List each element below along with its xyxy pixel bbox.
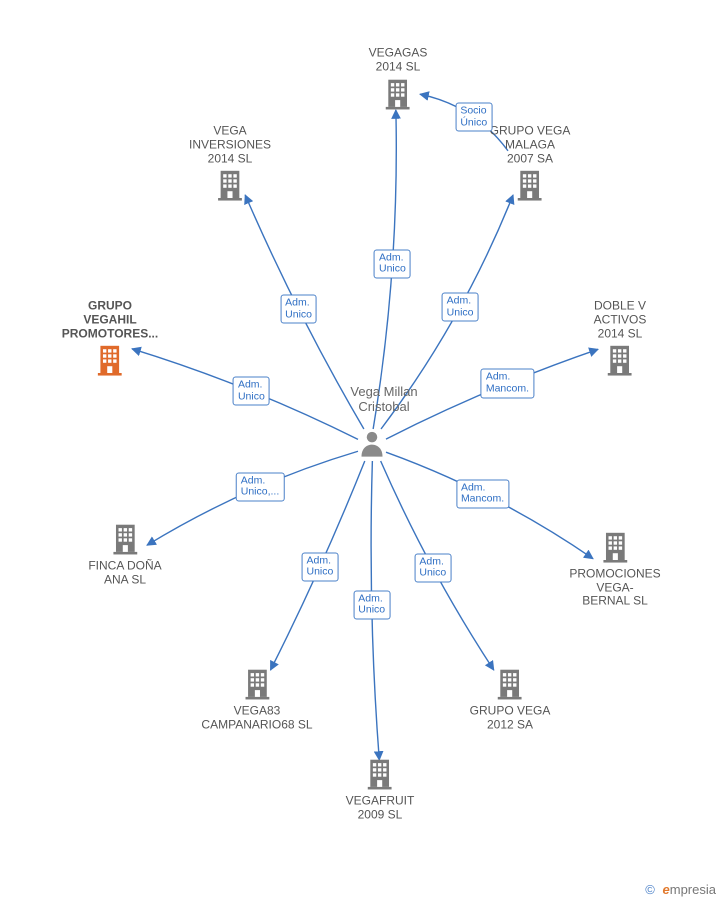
company-node[interactable]: PROMOCIONESVEGA-BERNAL SL bbox=[569, 529, 660, 610]
company-label: PROMOCIONESVEGA-BERNAL SL bbox=[569, 567, 660, 608]
company-node[interactable]: GRUPO VEGAMALAGA2007 SA bbox=[490, 124, 571, 205]
building-icon bbox=[108, 521, 142, 555]
building-icon bbox=[213, 168, 247, 202]
company-node[interactable]: FINCA DOÑAANA SL bbox=[88, 521, 161, 588]
edge-label: Adm. Mancom. bbox=[456, 479, 509, 508]
company-label: GRUPO VEGAMALAGA2007 SA bbox=[490, 124, 571, 165]
company-label: VEGA83CAMPANARIO68 SL bbox=[201, 704, 312, 732]
company-label: DOBLE VACTIVOS2014 SL bbox=[594, 299, 647, 340]
edge-label: Adm. Unico bbox=[280, 295, 317, 324]
building-icon bbox=[598, 529, 632, 563]
company-node[interactable]: VEGAINVERSIONES2014 SL bbox=[189, 124, 271, 205]
edge-label: Adm. Unico bbox=[414, 553, 451, 582]
building-icon bbox=[493, 666, 527, 700]
company-node[interactable]: DOBLE VACTIVOS2014 SL bbox=[594, 299, 647, 380]
edge-label: Adm. Unico bbox=[442, 292, 479, 321]
building-icon bbox=[381, 76, 415, 110]
edge-label: Adm. Unico,... bbox=[236, 472, 285, 501]
edge-label: Adm. Unico bbox=[301, 552, 338, 581]
edge-label: Adm. Unico bbox=[374, 249, 411, 278]
company-node[interactable]: VEGAGAS2014 SL bbox=[369, 46, 428, 113]
building-icon bbox=[93, 343, 127, 377]
company-node[interactable]: VEGAFRUIT2009 SL bbox=[346, 756, 415, 823]
building-icon bbox=[240, 666, 274, 700]
network-canvas: Vega Millan Cristobal VEGAGAS2014 SL GRUP… bbox=[0, 0, 728, 905]
edge-label: Adm. Unico bbox=[233, 377, 270, 406]
copyright-symbol: © bbox=[645, 882, 655, 897]
company-label: FINCA DOÑAANA SL bbox=[88, 559, 161, 587]
watermark: © empresia bbox=[645, 882, 716, 897]
company-node[interactable]: GRUPOVEGAHILPROMOTORES... bbox=[62, 299, 158, 380]
building-icon bbox=[513, 168, 547, 202]
building-icon bbox=[603, 343, 637, 377]
company-label: GRUPOVEGAHILPROMOTORES... bbox=[62, 299, 158, 340]
company-label: VEGAINVERSIONES2014 SL bbox=[189, 124, 271, 165]
center-person-node[interactable] bbox=[357, 428, 387, 462]
company-label: VEGAFRUIT2009 SL bbox=[346, 794, 415, 822]
edge-label: Socio Único bbox=[455, 102, 492, 131]
company-node[interactable]: GRUPO VEGA2012 SA bbox=[470, 666, 551, 733]
brand-rest: mpresia bbox=[670, 882, 716, 897]
person-icon bbox=[357, 428, 387, 458]
company-node[interactable]: VEGA83CAMPANARIO68 SL bbox=[201, 666, 312, 733]
building-icon bbox=[363, 756, 397, 790]
company-label: VEGAGAS2014 SL bbox=[369, 46, 428, 74]
company-label: GRUPO VEGA2012 SA bbox=[470, 704, 551, 732]
edge-label: Adm. Mancom. bbox=[481, 369, 534, 398]
brand-initial: e bbox=[663, 882, 670, 897]
center-person-label: Vega Millan Cristobal bbox=[350, 385, 417, 415]
edge-label: Adm. Unico bbox=[353, 590, 390, 619]
